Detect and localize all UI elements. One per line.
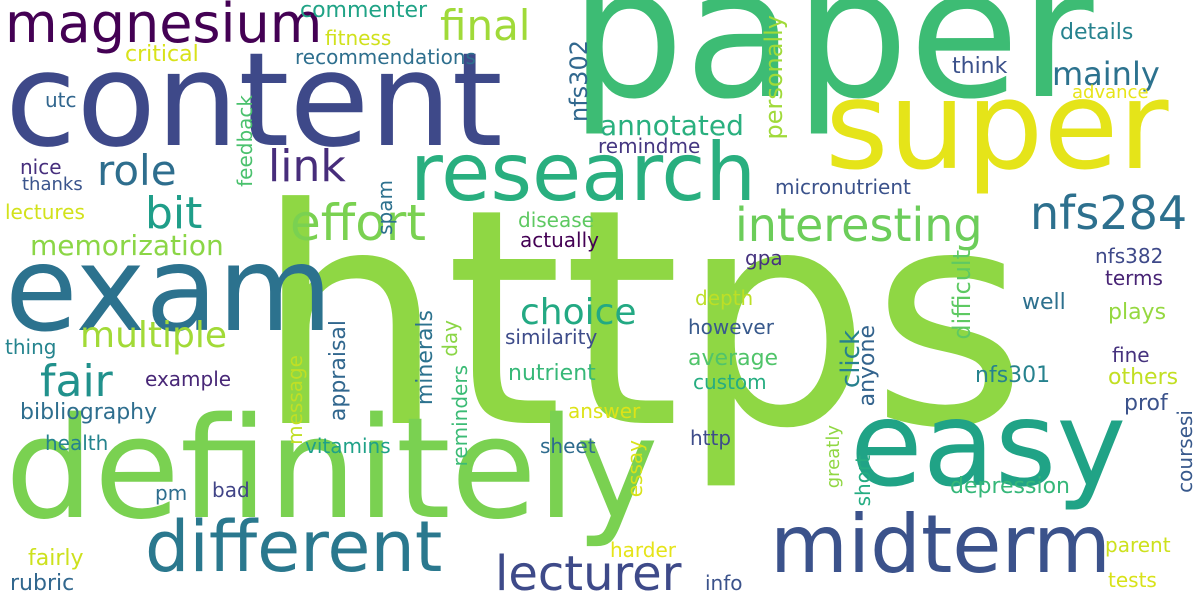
word-harder: harder: [610, 538, 677, 562]
word-terms: terms: [1105, 266, 1163, 290]
word-bad: bad: [212, 478, 250, 502]
word-vitamins: vitamins: [305, 434, 391, 458]
word-interesting: interesting: [735, 198, 983, 252]
word-link: link: [268, 141, 346, 192]
word-utc: utc: [45, 88, 77, 112]
word-effort: effort: [290, 194, 426, 252]
word-fine: fine: [1112, 343, 1150, 367]
word-disease: disease: [518, 208, 594, 232]
word-http: http: [690, 426, 732, 450]
word-minerals: minerals: [413, 310, 438, 406]
word-pm: pm: [155, 481, 188, 505]
word-micronutrient: micronutrient: [775, 175, 911, 199]
word-example: example: [145, 367, 232, 391]
word-think: think: [952, 54, 1008, 79]
word-easy: easy: [850, 375, 1127, 513]
word-however: however: [688, 315, 774, 339]
word-tests: tests: [1108, 568, 1157, 592]
word-appraisal: appraisal: [326, 320, 351, 422]
word-commenter: commenter: [300, 0, 428, 23]
word-depression: depression: [950, 474, 1071, 499]
word-midterm: midterm: [770, 498, 1111, 591]
word-super: super: [825, 55, 1169, 197]
word-gpa: gpa: [745, 246, 783, 270]
word-different: different: [145, 506, 443, 588]
word-annotated: annotated: [600, 109, 744, 142]
word-prof: prof: [1124, 391, 1168, 416]
word-answer: answer: [568, 399, 641, 423]
word-personally: personally: [760, 15, 788, 140]
word-nfs382: nfs382: [1095, 244, 1164, 268]
word-rubric: rubric: [10, 571, 75, 596]
word-research: research: [410, 126, 757, 219]
word-others: others: [1108, 365, 1179, 390]
word-well: well: [1022, 290, 1066, 315]
word-greatly: greatly: [823, 425, 844, 489]
word-thing: thing: [5, 335, 57, 359]
word-mainly: mainly: [1052, 55, 1160, 93]
word-paper: paper: [570, 0, 1094, 139]
word-short: short: [851, 455, 875, 507]
word-advance: advance: [1072, 82, 1149, 103]
word-similarity: similarity: [505, 325, 598, 349]
word-recommendations: recommendations: [295, 45, 476, 69]
word-fairly: fairly: [28, 546, 84, 571]
word-remindme: remindme: [598, 134, 701, 158]
word-day: day: [438, 320, 462, 357]
word-nfs284: nfs284: [1030, 186, 1188, 240]
word-content: content: [5, 24, 503, 176]
word-definitely: definitely: [5, 388, 659, 551]
word-nice: nice: [20, 155, 62, 179]
word-actually: actually: [520, 228, 599, 252]
word-lectures: lectures: [5, 200, 85, 224]
word-choice: choice: [520, 292, 637, 333]
word-https: https: [255, 145, 1028, 494]
word-critical: critical: [125, 42, 199, 67]
word-difficult: difficult: [948, 250, 976, 340]
word-anyone: anyone: [855, 325, 880, 407]
word-nutrient: nutrient: [508, 361, 596, 386]
word-spam: spam: [373, 180, 397, 235]
word-thanks: thanks: [22, 174, 83, 195]
word-parent: parent: [1105, 533, 1171, 557]
word-info: info: [705, 571, 743, 595]
word-depth: depth: [695, 286, 754, 310]
word-multiple: multiple: [80, 315, 228, 356]
word-reminders: reminders: [448, 365, 472, 467]
word-average: average: [688, 346, 779, 371]
word-details: details: [1060, 20, 1134, 45]
word-feedback: feedback: [233, 95, 257, 187]
word-nfs301: nfs301: [975, 363, 1051, 388]
word-fair: fair: [40, 356, 113, 407]
word-nfs302: nfs302: [565, 40, 593, 122]
word-sheet: sheet: [540, 434, 596, 458]
word-plays: plays: [1108, 300, 1167, 325]
word-magnesium: magnesium: [5, 0, 323, 55]
word-final: final: [440, 1, 531, 50]
word-bit: bit: [145, 188, 203, 239]
word-lecturer: lecturer: [495, 546, 682, 600]
word-exam: exam: [5, 220, 333, 358]
word-custom: custom: [693, 370, 767, 394]
word-memorization: memorization: [30, 229, 224, 262]
word-fitness: fitness: [325, 26, 392, 50]
word-bibliography: bibliography: [20, 400, 158, 425]
word-role: role: [97, 146, 177, 195]
word-health: health: [45, 431, 109, 455]
word-essay: essay: [623, 440, 647, 498]
word-message: message: [283, 355, 307, 445]
word-coursesi: coursesi: [1173, 410, 1197, 493]
